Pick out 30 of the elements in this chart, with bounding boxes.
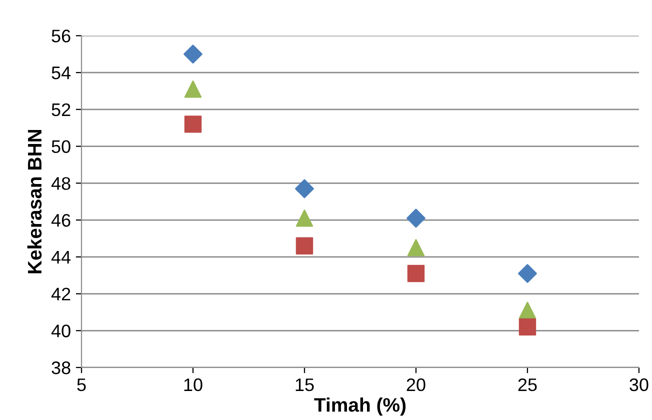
point — [184, 44, 202, 64]
y-tick-label: 50 — [52, 140, 70, 154]
x-axis-title: Timah (%) — [314, 398, 406, 416]
y-tick-label: 46 — [51, 214, 70, 227]
point — [407, 264, 425, 282]
point — [184, 116, 202, 133]
x-tick-label: 30 — [630, 378, 648, 392]
point — [296, 237, 314, 254]
point — [184, 80, 202, 98]
point — [518, 302, 536, 319]
y-tick-label: 48 — [51, 177, 70, 190]
point — [518, 264, 537, 283]
y-tick-label: 40 — [51, 324, 70, 338]
y-tick-label: 44 — [51, 251, 71, 264]
x-tick-label: 10 — [184, 378, 202, 392]
point — [296, 210, 314, 227]
y-tick-label: 54 — [52, 66, 71, 80]
point — [295, 179, 314, 198]
y-tick-label: 56 — [52, 30, 70, 42]
point — [407, 239, 425, 256]
y-tick-label: 42 — [51, 288, 70, 300]
point — [406, 208, 426, 228]
x-tick-label: 15 — [296, 378, 314, 392]
y-tick-label: 38 — [52, 361, 70, 374]
y-axis-title: Kekerasan BHN — [27, 130, 42, 274]
y-tick-label: 52 — [52, 103, 70, 116]
x-tick-label: 20 — [406, 378, 426, 392]
point — [518, 318, 536, 336]
x-tick-label: 25 — [518, 378, 537, 392]
x-tick-label: 5 — [77, 378, 86, 392]
